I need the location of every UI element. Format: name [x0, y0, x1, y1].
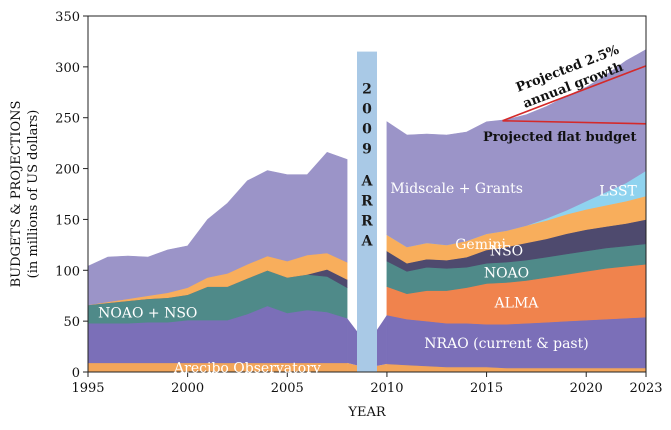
arra-label-char: 0: [362, 122, 372, 138]
area-midscale-grants-post: [386, 49, 646, 248]
layer-label-nrao-current-past-: NRAO (current & past): [424, 336, 588, 352]
layer-label-alma: ALMA: [494, 296, 540, 312]
layer-label-noao-nso: NOAO + NSO: [98, 305, 197, 321]
layer-label-nso: NSO: [490, 244, 523, 260]
x-tick-label: 2010: [370, 381, 403, 396]
arra-label-char: R: [361, 194, 373, 210]
area-midscale-grants-pre: [88, 151, 348, 306]
y-ticks: 0 50 100 150 200 250 300 350: [55, 10, 88, 381]
y-tick-label: 100: [55, 264, 80, 279]
y-tick-label: 300: [55, 61, 80, 76]
y-tick-label: 350: [55, 10, 80, 25]
arra-label-char: A: [361, 174, 374, 190]
layer-label-lsst: LSST: [599, 184, 637, 200]
y-tick-label: 0: [72, 366, 80, 381]
x-tick-label: 2015: [470, 381, 503, 396]
arra-label-char: A: [361, 234, 374, 250]
x-tick-label: 2005: [271, 381, 304, 396]
layer-label-midscale-grants: Midscale + Grants: [390, 181, 523, 197]
x-tick-label: 1995: [71, 381, 104, 396]
x-tick-label: 2000: [171, 381, 204, 396]
y-tick-label: 150: [55, 213, 80, 228]
y-tick-label: 50: [63, 315, 80, 330]
arra-bar: [357, 51, 377, 372]
arra-label-char: R: [361, 214, 373, 230]
projection-growth-line: [502, 65, 647, 122]
layer-label-gemini: Gemini: [455, 237, 506, 253]
x-tick-label: 2023: [629, 381, 662, 396]
x-tick-label: 2020: [570, 381, 603, 396]
area-layers: [88, 49, 646, 372]
axes: [87, 15, 647, 373]
arra-label-char: 9: [362, 142, 372, 158]
x-ticks: 1995 2000 2005 2010 2015 2020 2023: [71, 372, 663, 396]
y-axis-title-line1: BUDGETS & PROJECTIONS: [9, 101, 24, 288]
plot-frame: [87, 15, 647, 373]
y-tick-label: 200: [55, 163, 80, 178]
layer-label-noao: NOAO: [484, 265, 529, 281]
layer-label-arecibo-observatory: Arecibo Observatory: [173, 360, 321, 376]
arra-label-char: 0: [362, 102, 372, 118]
arra-label-char: 2: [362, 82, 372, 98]
y-axis-title-line2: (in millions of US dollars): [26, 110, 41, 279]
projection-flat-label: Projected flat budget: [483, 130, 636, 145]
x-axis-title: YEAR: [347, 405, 386, 420]
layer-labels: Arecibo Observatory NRAO (current & past)…: [98, 181, 637, 376]
y-tick-label: 250: [55, 112, 80, 127]
projection-flat-line: [502, 119, 647, 125]
